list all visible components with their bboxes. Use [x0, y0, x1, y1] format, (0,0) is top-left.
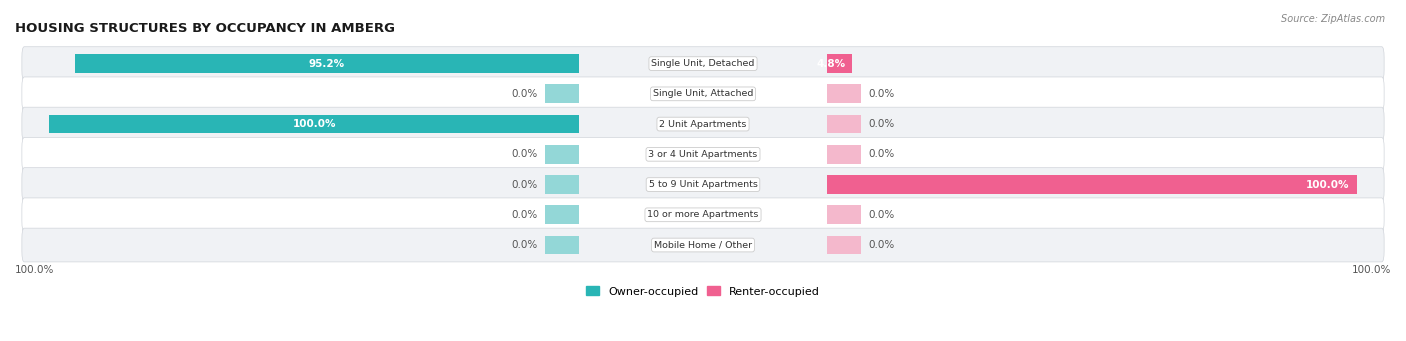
Bar [827, 205, 862, 224]
Bar [544, 205, 579, 224]
Text: 0.0%: 0.0% [868, 119, 894, 129]
Text: 100.0%: 100.0% [1306, 180, 1350, 190]
Bar [827, 145, 862, 164]
Bar [544, 175, 579, 194]
Text: HOUSING STRUCTURES BY OCCUPANCY IN AMBERG: HOUSING STRUCTURES BY OCCUPANCY IN AMBER… [15, 22, 395, 35]
Text: 0.0%: 0.0% [512, 180, 538, 190]
FancyBboxPatch shape [22, 168, 1384, 202]
Bar [827, 236, 862, 254]
Text: 0.0%: 0.0% [512, 149, 538, 159]
Text: 100.0%: 100.0% [292, 119, 336, 129]
Text: 4.8%: 4.8% [817, 59, 845, 69]
Text: 0.0%: 0.0% [512, 89, 538, 99]
Text: 0.0%: 0.0% [868, 240, 894, 250]
FancyBboxPatch shape [22, 107, 1384, 141]
Bar [827, 54, 852, 73]
Text: 0.0%: 0.0% [512, 210, 538, 220]
Text: 0.0%: 0.0% [868, 210, 894, 220]
FancyBboxPatch shape [22, 77, 1384, 111]
FancyBboxPatch shape [22, 228, 1384, 262]
Text: 100.0%: 100.0% [15, 265, 55, 275]
FancyBboxPatch shape [22, 47, 1384, 80]
Bar [827, 85, 862, 103]
Text: 95.2%: 95.2% [309, 59, 344, 69]
Text: 3 or 4 Unit Apartments: 3 or 4 Unit Apartments [648, 150, 758, 159]
Bar [544, 85, 579, 103]
Text: 0.0%: 0.0% [868, 89, 894, 99]
Text: Mobile Home / Other: Mobile Home / Other [654, 240, 752, 250]
Text: 5 to 9 Unit Apartments: 5 to 9 Unit Apartments [648, 180, 758, 189]
Bar [544, 145, 579, 164]
Bar [544, 236, 579, 254]
Legend: Owner-occupied, Renter-occupied: Owner-occupied, Renter-occupied [581, 282, 825, 301]
Text: 0.0%: 0.0% [512, 240, 538, 250]
Text: 0.0%: 0.0% [868, 149, 894, 159]
Bar [75, 54, 579, 73]
Text: 10 or more Apartments: 10 or more Apartments [647, 210, 759, 219]
Text: 2 Unit Apartments: 2 Unit Apartments [659, 120, 747, 129]
Text: Source: ZipAtlas.com: Source: ZipAtlas.com [1281, 14, 1385, 24]
Bar [827, 115, 862, 133]
Text: Single Unit, Detached: Single Unit, Detached [651, 59, 755, 68]
Bar [827, 175, 1357, 194]
Bar [49, 115, 579, 133]
FancyBboxPatch shape [22, 137, 1384, 171]
FancyBboxPatch shape [22, 198, 1384, 232]
Text: Single Unit, Attached: Single Unit, Attached [652, 89, 754, 98]
Text: 100.0%: 100.0% [1351, 265, 1391, 275]
